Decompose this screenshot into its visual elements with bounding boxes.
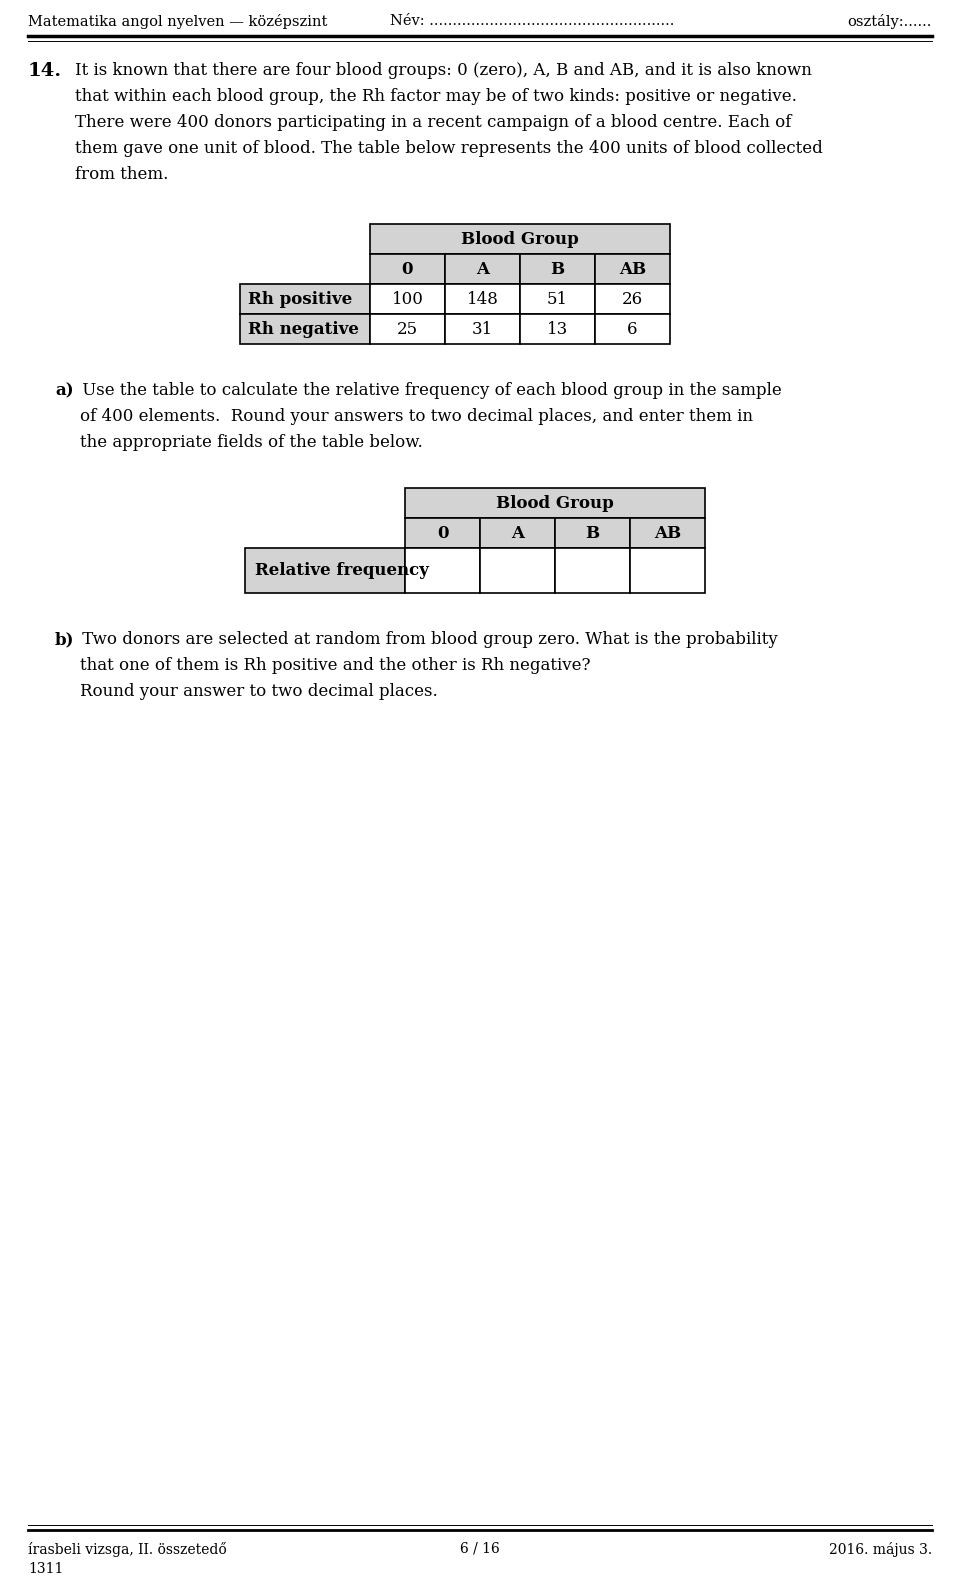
Bar: [630, 548, 705, 593]
Bar: [405, 548, 480, 593]
Text: them gave one unit of blood. The table below represents the 400 units of blood c: them gave one unit of blood. The table b…: [75, 140, 823, 158]
Text: A: A: [511, 524, 524, 542]
Bar: [555, 518, 630, 548]
Bar: [405, 487, 705, 518]
Text: Név: .....................................................: Név: ...................................…: [390, 14, 674, 29]
Text: Matematika angol nyelven — középszint: Matematika angol nyelven — középszint: [28, 14, 327, 29]
Bar: [595, 314, 670, 344]
Text: 26: 26: [622, 290, 643, 307]
Text: There were 400 donors participating in a recent campaign of a blood centre. Each: There were 400 donors participating in a…: [75, 115, 791, 131]
Text: a): a): [55, 382, 74, 398]
Text: B: B: [550, 261, 564, 277]
Text: Relative frequency: Relative frequency: [255, 562, 429, 578]
Text: 1311: 1311: [28, 1563, 63, 1575]
Bar: [520, 314, 595, 344]
Bar: [445, 314, 520, 344]
Text: of 400 elements.  Round your answers to two decimal places, and enter them in: of 400 elements. Round your answers to t…: [80, 408, 753, 425]
Text: 25: 25: [396, 320, 418, 338]
Text: 14.: 14.: [28, 62, 62, 80]
Bar: [370, 314, 445, 344]
Text: írasbeli vizsga, II. összetedő: írasbeli vizsga, II. összetedő: [28, 1542, 227, 1556]
Bar: [480, 548, 555, 593]
Bar: [240, 314, 370, 344]
Text: 6 / 16: 6 / 16: [460, 1542, 500, 1556]
Text: b): b): [55, 631, 75, 648]
Bar: [595, 284, 670, 314]
Bar: [520, 253, 595, 284]
Text: that within each blood group, the Rh factor may be of two kinds: positive or neg: that within each blood group, the Rh fac…: [75, 88, 797, 105]
Bar: [370, 253, 445, 284]
Text: Two donors are selected at random from blood group zero. What is the probability: Two donors are selected at random from b…: [77, 631, 778, 648]
Text: Round your answer to two decimal places.: Round your answer to two decimal places.: [80, 683, 438, 699]
Bar: [445, 253, 520, 284]
Text: AB: AB: [654, 524, 681, 542]
Bar: [480, 518, 555, 548]
Text: Rh positive: Rh positive: [248, 290, 352, 307]
Bar: [240, 284, 370, 314]
Text: Blood Group: Blood Group: [496, 494, 613, 511]
Text: Blood Group: Blood Group: [461, 231, 579, 247]
Text: It is known that there are four blood groups: 0 (zero), A, B and AB, and it is a: It is known that there are four blood gr…: [75, 62, 812, 80]
Text: AB: AB: [619, 261, 646, 277]
Text: 31: 31: [472, 320, 493, 338]
Bar: [555, 548, 630, 593]
Text: 6: 6: [627, 320, 637, 338]
Text: the appropriate fields of the table below.: the appropriate fields of the table belo…: [80, 433, 422, 451]
Text: 51: 51: [547, 290, 568, 307]
Text: 148: 148: [467, 290, 498, 307]
Text: that one of them is Rh positive and the other is Rh negative?: that one of them is Rh positive and the …: [80, 656, 590, 674]
Bar: [595, 253, 670, 284]
Text: A: A: [476, 261, 489, 277]
Text: 13: 13: [547, 320, 568, 338]
Text: 0: 0: [401, 261, 413, 277]
Bar: [370, 225, 670, 253]
Text: 2016. május 3.: 2016. május 3.: [828, 1542, 932, 1556]
Text: from them.: from them.: [75, 166, 168, 183]
Bar: [445, 284, 520, 314]
Text: B: B: [586, 524, 600, 542]
Bar: [405, 518, 480, 548]
Bar: [520, 284, 595, 314]
Text: 0: 0: [437, 524, 448, 542]
Bar: [245, 548, 405, 593]
Text: osztály:......: osztály:......: [848, 14, 932, 29]
Bar: [630, 518, 705, 548]
Text: Use the table to calculate the relative frequency of each blood group in the sam: Use the table to calculate the relative …: [77, 382, 781, 398]
Text: 100: 100: [392, 290, 423, 307]
Text: Rh negative: Rh negative: [248, 320, 359, 338]
Bar: [370, 284, 445, 314]
